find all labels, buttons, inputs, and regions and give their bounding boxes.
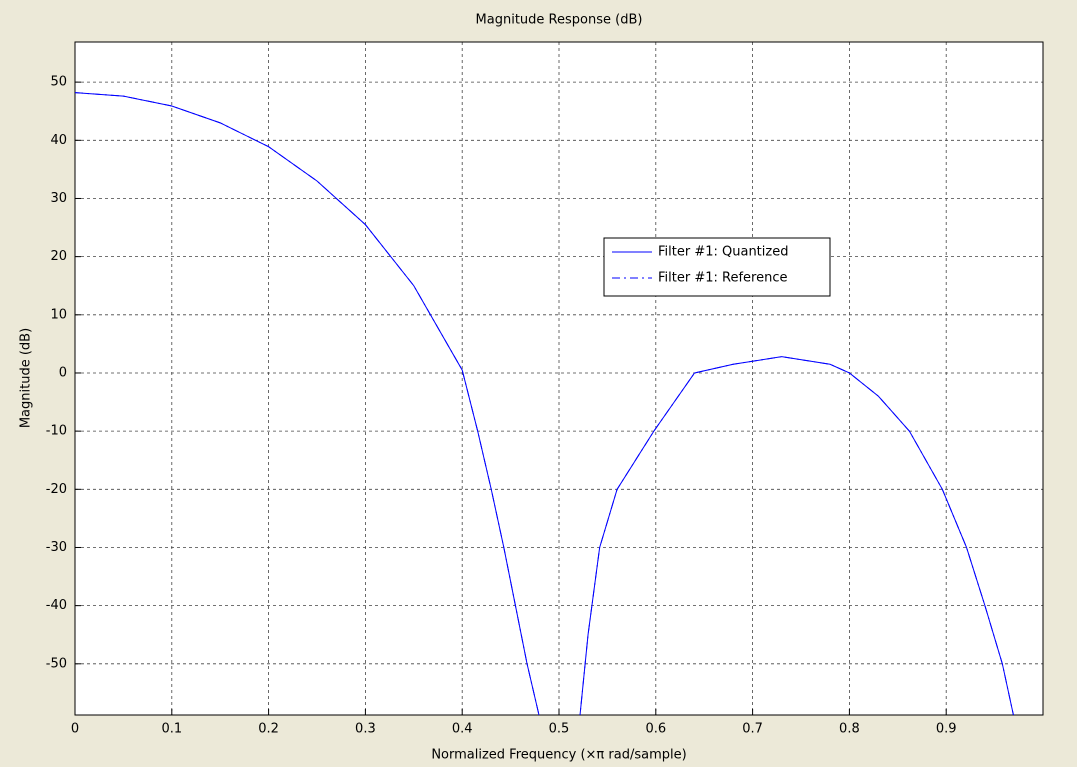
y-tick-label: -30	[46, 540, 67, 555]
y-tick-label: 30	[50, 191, 67, 206]
x-tick-label: 0.5	[549, 722, 570, 737]
legend-label: Filter #1: Quantized	[658, 245, 788, 260]
legend-label: Filter #1: Reference	[658, 271, 787, 286]
plot-frame	[74, 41, 1044, 716]
y-tick-label: 40	[50, 133, 67, 148]
x-tick-label: 0.8	[839, 722, 860, 737]
x-tick-label: 0	[71, 722, 79, 737]
data-line	[75, 92, 1014, 715]
plot-lines	[75, 92, 1014, 715]
y-tick-label: 10	[50, 307, 67, 322]
y-tick-label: -50	[46, 656, 67, 671]
x-tick-label: 0.9	[936, 722, 957, 737]
x-tick-label: 0.1	[161, 722, 182, 737]
y-tick-label: -40	[46, 598, 67, 613]
chart-title: Magnitude Response (dB)	[476, 13, 643, 28]
y-tick-label: -10	[46, 424, 67, 439]
x-tick-label: 0.2	[258, 722, 279, 737]
y-tick-label: 50	[50, 75, 67, 90]
legend-box	[603, 237, 831, 297]
x-axis-label: Normalized Frequency (×π rad/sample)	[431, 748, 686, 763]
y-tick-label: 20	[50, 249, 67, 264]
y-axis-label: Magnitude (dB)	[19, 328, 34, 428]
x-tick-label: 0.6	[645, 722, 666, 737]
x-tick-label: 0.3	[355, 722, 376, 737]
y-tick-label: -20	[46, 482, 67, 497]
x-tick-label: 0.7	[742, 722, 763, 737]
y-tick-label: 0	[59, 365, 67, 380]
x-tick-label: 0.4	[452, 722, 473, 737]
